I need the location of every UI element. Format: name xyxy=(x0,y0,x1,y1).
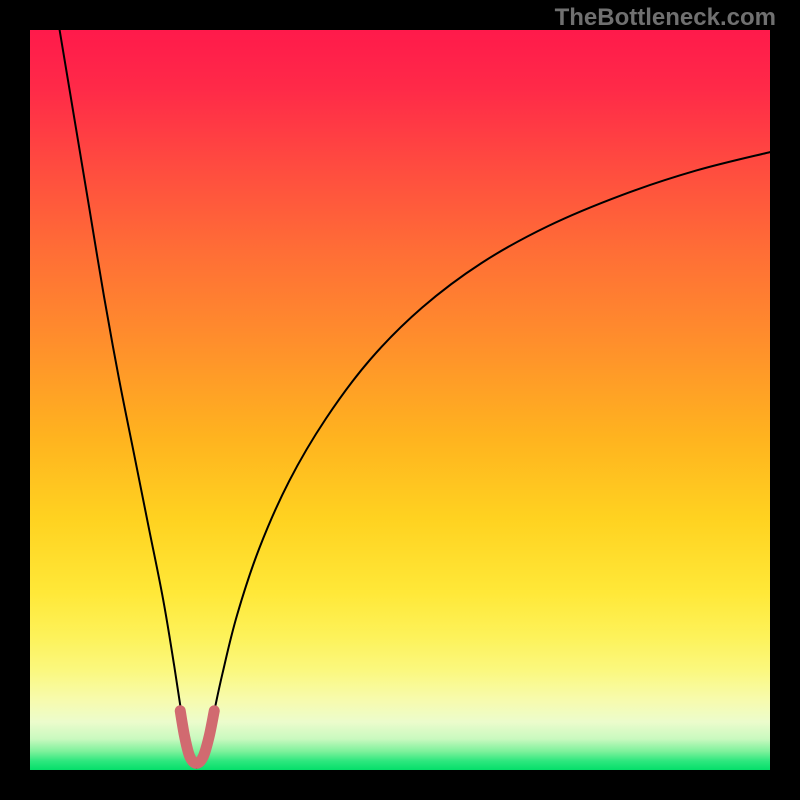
chart-frame: TheBottleneck.com xyxy=(0,0,800,800)
curve-layer xyxy=(0,0,800,800)
bottleneck-curve-left xyxy=(60,30,197,768)
watermark-label: TheBottleneck.com xyxy=(555,4,776,32)
optimal-range-marker xyxy=(180,711,214,764)
bottleneck-curve-right xyxy=(197,152,771,768)
